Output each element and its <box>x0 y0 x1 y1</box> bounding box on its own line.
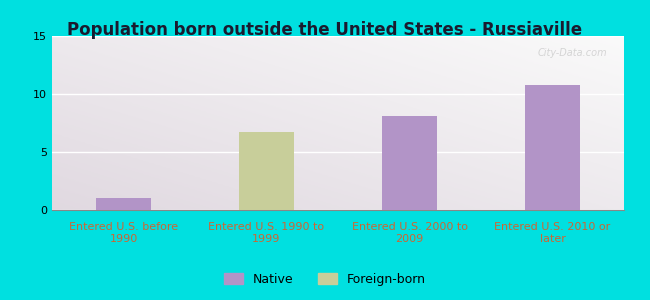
Text: Population born outside the United States - Russiaville: Population born outside the United State… <box>68 21 582 39</box>
Text: City-Data.com: City-Data.com <box>537 48 607 58</box>
Text: Entered U.S. 1990 to
1999: Entered U.S. 1990 to 1999 <box>209 222 324 244</box>
Bar <box>525 85 580 210</box>
Legend: Native, Foreign-born: Native, Foreign-born <box>219 268 431 291</box>
Bar <box>96 198 151 210</box>
Text: Entered U.S. 2010 or
later: Entered U.S. 2010 or later <box>495 222 610 244</box>
Text: Entered U.S. 2000 to
2009: Entered U.S. 2000 to 2009 <box>352 222 467 244</box>
Bar <box>239 132 294 210</box>
Text: Entered U.S. before
1990: Entered U.S. before 1990 <box>69 222 178 244</box>
Bar <box>382 116 437 210</box>
